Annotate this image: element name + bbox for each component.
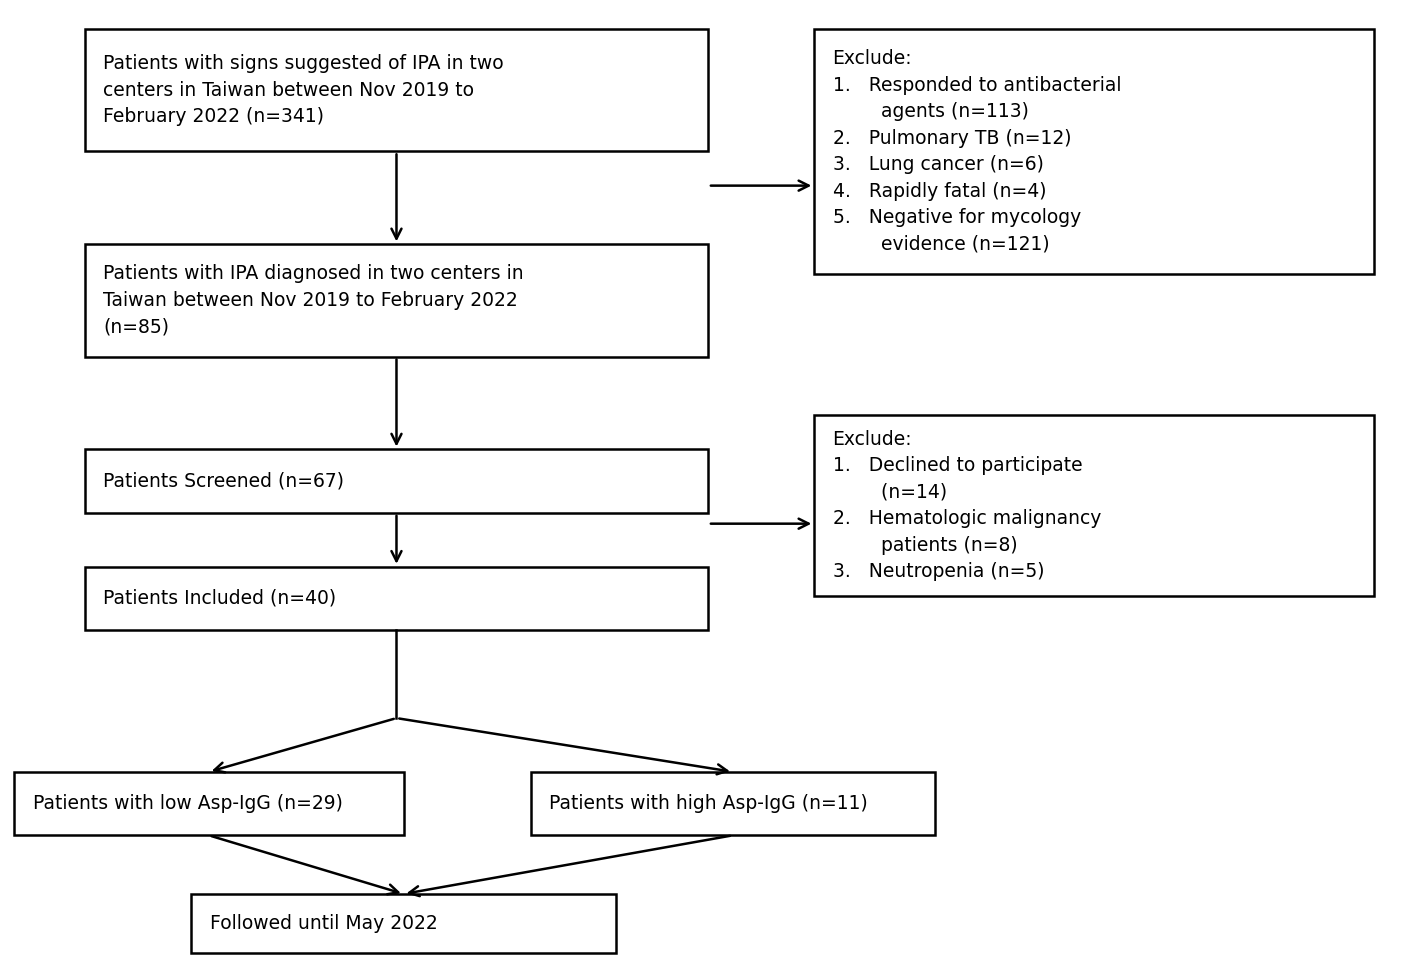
Text: Exclude:
1.   Responded to antibacterial
        agents (n=113)
2.   Pulmonary T: Exclude: 1. Responded to antibacterial a… — [833, 49, 1121, 254]
FancyBboxPatch shape — [85, 449, 708, 513]
FancyBboxPatch shape — [531, 772, 935, 835]
FancyBboxPatch shape — [191, 894, 616, 953]
FancyBboxPatch shape — [14, 772, 404, 835]
FancyBboxPatch shape — [85, 244, 708, 357]
Text: Followed until May 2022: Followed until May 2022 — [210, 913, 438, 933]
FancyBboxPatch shape — [85, 29, 708, 151]
Text: Patients with signs suggested of IPA in two
centers in Taiwan between Nov 2019 t: Patients with signs suggested of IPA in … — [103, 55, 504, 126]
Text: Patients with high Asp-IgG (n=11): Patients with high Asp-IgG (n=11) — [549, 794, 868, 813]
FancyBboxPatch shape — [814, 415, 1374, 596]
FancyBboxPatch shape — [85, 567, 708, 630]
FancyBboxPatch shape — [814, 29, 1374, 274]
Text: Patients with IPA diagnosed in two centers in
Taiwan between Nov 2019 to Februar: Patients with IPA diagnosed in two cente… — [103, 265, 524, 336]
Text: Patients with low Asp-IgG (n=29): Patients with low Asp-IgG (n=29) — [33, 794, 343, 813]
Text: Exclude:
1.   Declined to participate
        (n=14)
2.   Hematologic malignancy: Exclude: 1. Declined to participate (n=1… — [833, 430, 1102, 581]
Text: Patients Included (n=40): Patients Included (n=40) — [103, 589, 337, 608]
Text: Patients Screened (n=67): Patients Screened (n=67) — [103, 472, 344, 490]
